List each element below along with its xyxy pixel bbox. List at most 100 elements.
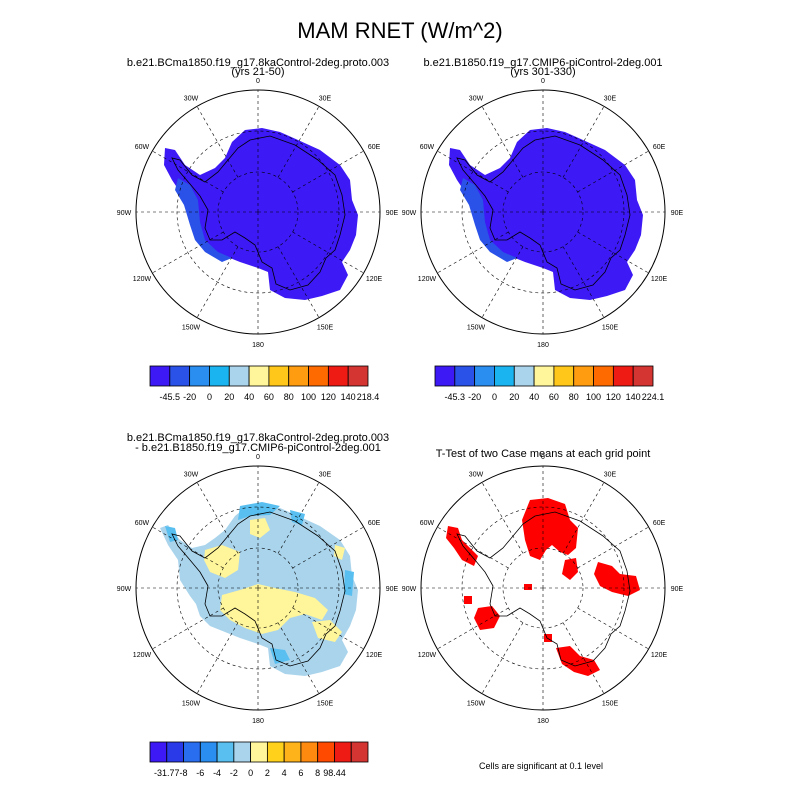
longitude-label: 180 (252, 342, 264, 349)
meridian-line (152, 607, 224, 650)
colorbar-label: 98.44 (323, 768, 346, 778)
meridian-line (196, 106, 239, 178)
coastal-band (175, 178, 232, 262)
longitude-label: 120E (366, 652, 383, 659)
colorbar-swatch (266, 741, 285, 763)
meridian-line (577, 607, 649, 650)
longitude-label: 90W (117, 210, 132, 217)
colorbar-label: 120 (606, 392, 621, 402)
longitude-label: 60E (368, 144, 381, 151)
meridian-line (152, 526, 224, 569)
meridian-line (277, 246, 320, 318)
colorbar-label: 20 (224, 392, 234, 402)
meridian-line (292, 607, 364, 650)
longitude-label: 90W (117, 586, 132, 593)
meridian-line (437, 526, 509, 569)
colorbar-swatch (248, 365, 270, 387)
colorbar-label: 218.4 (357, 392, 380, 402)
colorbar-label: 100 (301, 392, 316, 402)
colorbar-label: -31.77 (154, 768, 180, 778)
colorbar-label: 4 (282, 768, 287, 778)
colorbar-label: -2 (230, 768, 238, 778)
longitude-label: 60E (653, 144, 666, 151)
colorbar-label: 0 (248, 768, 253, 778)
colorbar-label: 60 (264, 392, 274, 402)
panel-difference: b.e21.BCma1850.f19_g17.8kaControl-2deg.p… (117, 432, 399, 725)
significant-cells (544, 634, 552, 642)
coastline (171, 135, 346, 291)
coastal-band (460, 178, 517, 262)
meridian-line (437, 231, 509, 274)
colorbar-swatch (228, 365, 250, 387)
colorbar-swatch (434, 365, 456, 387)
longitude-label: 30W (184, 472, 199, 479)
longitude-label: 90W (402, 586, 417, 593)
antarctica-field (449, 128, 643, 300)
significant-cells (522, 498, 578, 560)
longitude-label: 90E (671, 586, 684, 593)
longitude-label: 0 (256, 454, 260, 461)
meridian-line (481, 106, 524, 178)
longitude-label: 90E (671, 210, 684, 217)
significance-note: Cells are significant at 0.1 level (479, 761, 603, 771)
colorbar-label: 0 (207, 392, 212, 402)
longitude-labels: 0 30E 60E 90E 120E 150E 180 150W 120W 90W 60W 30W (402, 78, 684, 349)
antarctica-field (164, 128, 358, 300)
colorbar-case1: -45.5 -20 0 20 40 60 80 100 120 140 218.4 (149, 365, 380, 402)
colorbar-swatch (288, 365, 309, 387)
colorbar-swatch (334, 741, 352, 763)
longitude-label: 30W (469, 472, 484, 479)
longitude-label: 150W (467, 700, 486, 707)
longitude-label: 0 (541, 78, 545, 85)
colorbar-case2: -45.3 -20 0 20 40 60 80 100 120 140 224.1 (434, 365, 664, 402)
longitude-label: 150E (317, 700, 334, 707)
meridian-line (481, 246, 524, 318)
longitude-label: 60W (135, 520, 150, 527)
colorbar-label: -4 (213, 768, 221, 778)
colorbar-label: 80 (284, 392, 294, 402)
panel-title-line1: b.e21.BCma1850.f19_g17.8kaControl-2deg.p… (127, 432, 389, 444)
colorbar-swatch (300, 741, 319, 763)
colorbar-swatch (189, 365, 210, 387)
colorbar-swatch (209, 365, 230, 387)
colorbar-swatch (454, 365, 476, 387)
colorbar-label: 6 (298, 768, 303, 778)
colorbar-label: 8 (315, 768, 320, 778)
longitude-label: 120E (651, 652, 668, 659)
map-area (446, 498, 640, 676)
longitude-label: 0 (541, 454, 545, 461)
longitude-label: 30E (319, 472, 332, 479)
difference-negative (238, 502, 280, 520)
colorbar-swatch (283, 741, 302, 763)
colorbar-swatch (183, 741, 201, 763)
grid (420, 465, 666, 711)
colorbar-label: -20 (183, 392, 196, 402)
longitude-label: 180 (252, 718, 264, 725)
map-area (160, 502, 358, 676)
longitude-label: 90W (402, 210, 417, 217)
meridian-line (196, 482, 239, 554)
colorbar-label: -45.5 (160, 392, 181, 402)
meridian-line (277, 106, 320, 178)
difference-negative (165, 526, 178, 542)
colorbar-swatch (149, 365, 171, 387)
longitude-label: 150E (602, 324, 619, 331)
difference-negative (344, 570, 354, 596)
colorbar-swatch (327, 365, 349, 387)
panel-title-line1: b.e21.B1850.f19_g17.CMIP6-piControl-2deg… (423, 57, 662, 69)
coastline (456, 511, 631, 667)
panel-title-line2: - b.e21.B1850.f19_g17.CMIP6-piControl-2d… (135, 442, 381, 454)
meridian-line (437, 607, 509, 650)
longitude-label: 30E (319, 96, 332, 103)
meridian-line (577, 150, 649, 193)
longitude-label: 120E (366, 276, 383, 283)
meridian-line (577, 231, 649, 274)
meridian-line (437, 150, 509, 193)
colorbar-swatch (350, 741, 369, 763)
colorbar-swatch (216, 741, 235, 763)
colorbar-label: 100 (586, 392, 601, 402)
longitude-labels: 0 30E 60E 90E 120E 150E 180 150W 120W 90W 60W 30W (402, 454, 684, 725)
meridian-line (277, 622, 320, 694)
meridian-line (292, 526, 364, 569)
panel-case2: b.e21.B1850.f19_g17.CMIP6-piControl-2deg… (402, 57, 684, 349)
